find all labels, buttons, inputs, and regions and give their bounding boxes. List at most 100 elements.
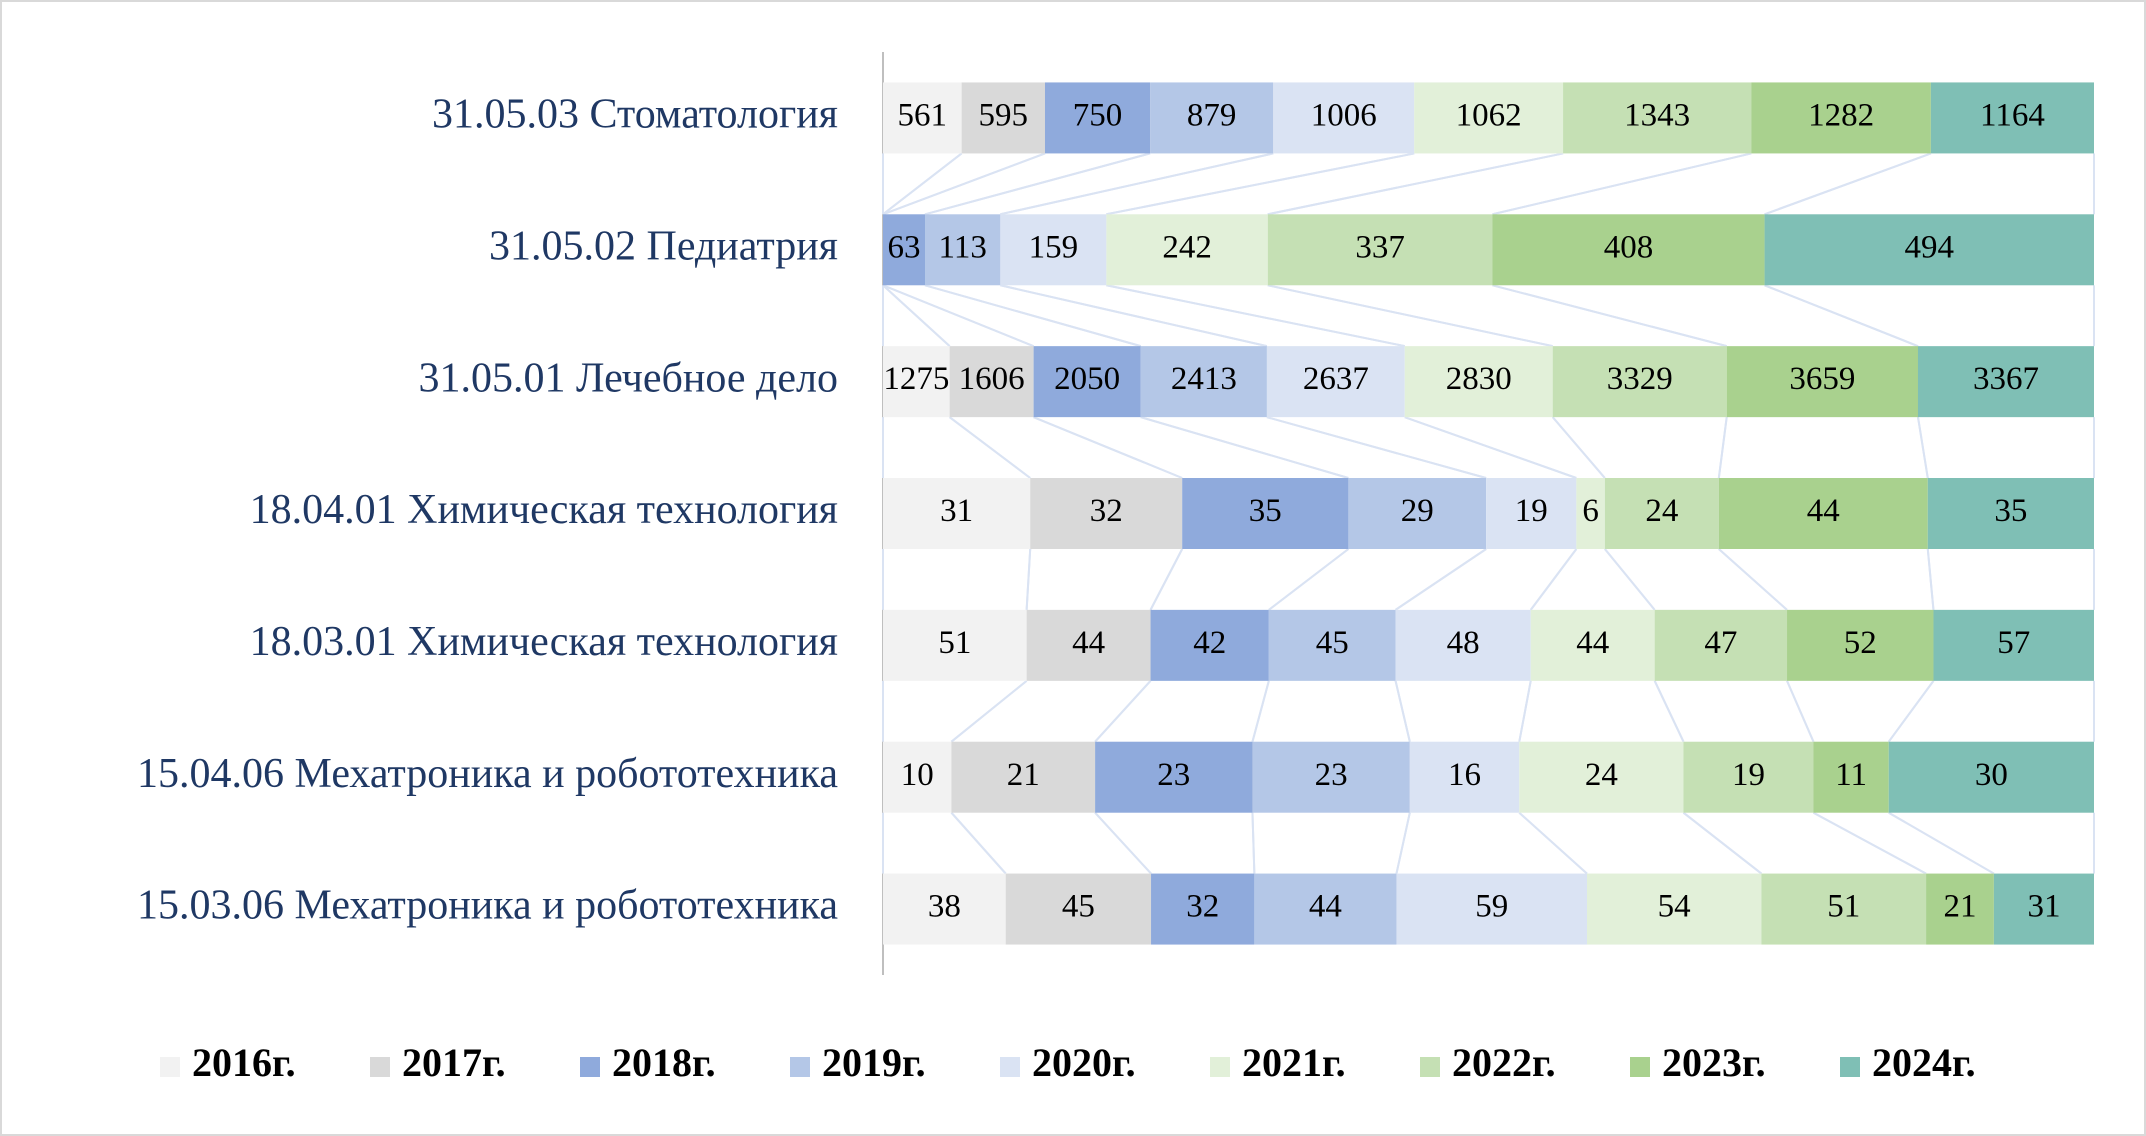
legend-label: 2017г. bbox=[402, 1040, 506, 1085]
series-line bbox=[1251, 812, 1256, 874]
data-label: 24 bbox=[1585, 757, 1618, 793]
legend-label: 2018г. bbox=[612, 1040, 716, 1085]
data-label: 337 bbox=[1355, 229, 1405, 265]
legend-swatch bbox=[1840, 1057, 1860, 1077]
data-label: 16 bbox=[1448, 757, 1481, 793]
legend-swatch bbox=[1210, 1057, 1230, 1077]
series-line bbox=[1106, 284, 1405, 348]
data-label: 44 bbox=[1309, 889, 1342, 925]
category-label: 15.03.06 Мехатроника и робототехника bbox=[137, 883, 838, 929]
bar-segment bbox=[1563, 82, 1752, 154]
bar-segment bbox=[1927, 478, 2094, 549]
series-line bbox=[882, 152, 1046, 216]
series-line bbox=[1094, 680, 1152, 743]
bar-segment bbox=[1576, 478, 1605, 549]
category-label: 18.04.01 Химическая технология bbox=[250, 487, 838, 533]
bar-segment bbox=[1552, 346, 1727, 418]
legend-swatch bbox=[1000, 1057, 1020, 1077]
legend-label: 2020г. bbox=[1032, 1040, 1136, 1085]
bar-segment bbox=[883, 214, 926, 286]
bar-segment bbox=[1486, 478, 1577, 549]
series-line bbox=[1267, 284, 1553, 348]
bar-segment bbox=[1751, 82, 1931, 154]
data-label: 159 bbox=[1029, 229, 1079, 265]
data-label: 42 bbox=[1193, 625, 1226, 661]
series-line bbox=[1492, 152, 1752, 216]
data-label: 44 bbox=[1807, 493, 1840, 529]
data-label: 595 bbox=[979, 98, 1029, 134]
bar-segment bbox=[1813, 741, 1889, 813]
legend-swatch bbox=[790, 1057, 810, 1077]
data-label: 750 bbox=[1073, 98, 1123, 134]
data-label: 23 bbox=[1157, 757, 1190, 793]
legend-label: 2021г. bbox=[1242, 1040, 1346, 1085]
data-label: 11 bbox=[1835, 757, 1867, 793]
data-label: 32 bbox=[1186, 889, 1219, 925]
data-label: 1343 bbox=[1624, 98, 1690, 134]
bar-segment bbox=[1718, 478, 1928, 549]
data-label: 2830 bbox=[1446, 361, 1512, 397]
data-label: 63 bbox=[888, 229, 921, 265]
bar-segment bbox=[1519, 741, 1684, 813]
series-line bbox=[1718, 548, 1788, 611]
bar-segment bbox=[1266, 346, 1405, 418]
data-label: 2050 bbox=[1054, 361, 1120, 397]
data-label: 6 bbox=[1582, 493, 1599, 529]
data-label: 23 bbox=[1315, 757, 1348, 793]
data-label: 1282 bbox=[1808, 98, 1874, 134]
bar-segment bbox=[1106, 214, 1268, 286]
data-label: 47 bbox=[1704, 625, 1737, 661]
series-line bbox=[1094, 812, 1152, 875]
series-line bbox=[1404, 416, 1577, 479]
data-label: 45 bbox=[1062, 889, 1095, 925]
series-line bbox=[882, 284, 1034, 348]
series-line bbox=[1149, 548, 1184, 611]
series-line bbox=[1140, 416, 1349, 479]
data-label: 48 bbox=[1447, 625, 1480, 661]
series-line bbox=[1764, 284, 1919, 348]
bar-segment bbox=[1787, 609, 1934, 681]
legend-swatch bbox=[1630, 1057, 1650, 1077]
bar-segment bbox=[925, 214, 1001, 286]
data-label: 879 bbox=[1187, 98, 1237, 134]
bar-segment bbox=[883, 346, 950, 418]
series-line bbox=[1518, 680, 1532, 742]
bar-segment bbox=[1254, 873, 1397, 945]
legend-swatch bbox=[1420, 1057, 1440, 1077]
legend-swatch bbox=[370, 1057, 390, 1077]
series-line bbox=[1033, 416, 1183, 479]
bar-segment bbox=[1409, 741, 1520, 813]
data-label: 54 bbox=[1658, 889, 1691, 925]
data-label: 1164 bbox=[1980, 98, 2045, 134]
bar-segment bbox=[1026, 609, 1151, 681]
legend-swatch bbox=[580, 1057, 600, 1077]
bar-segment bbox=[1033, 346, 1141, 418]
series-line bbox=[1394, 680, 1411, 742]
series-line bbox=[1518, 811, 1588, 875]
category-label: 18.03.01 Химическая технология bbox=[250, 619, 838, 665]
data-label: 19 bbox=[1515, 493, 1548, 529]
series-line bbox=[882, 152, 963, 216]
bar-segment bbox=[1930, 82, 2094, 154]
series-line bbox=[1717, 417, 1728, 479]
bar-segment bbox=[1492, 214, 1765, 286]
data-label: 35 bbox=[1994, 493, 2027, 529]
data-label: 561 bbox=[898, 98, 948, 134]
legend-label: 2022г. bbox=[1452, 1040, 1556, 1085]
category-label: 31.05.03 Стоматология bbox=[432, 92, 838, 138]
bar-segment bbox=[1095, 741, 1253, 813]
series-line bbox=[924, 152, 1151, 216]
series-line bbox=[950, 812, 1007, 875]
bar-segment bbox=[1000, 214, 1107, 286]
series-line bbox=[1000, 152, 1274, 216]
data-label: 51 bbox=[938, 625, 971, 661]
series-line bbox=[1887, 680, 1935, 743]
data-label: 21 bbox=[1943, 889, 1976, 925]
category-label: 31.05.01 Лечебное дело bbox=[418, 355, 838, 401]
bar-segment bbox=[1726, 346, 1918, 418]
legend-swatch bbox=[160, 1057, 180, 1077]
bar-segment bbox=[1030, 478, 1183, 549]
data-label: 59 bbox=[1475, 889, 1508, 925]
